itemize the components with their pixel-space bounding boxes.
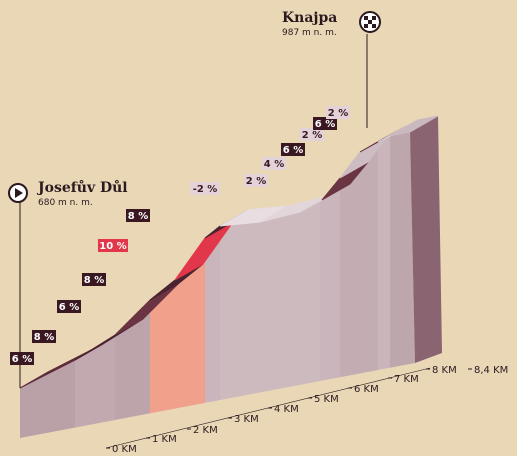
gradient-label: 6 % xyxy=(315,119,335,130)
gradient-label: 2 % xyxy=(302,130,322,141)
km-label: 8 KM xyxy=(432,365,457,376)
gradient-label: 6 % xyxy=(12,354,32,365)
gradient-label: 10 % xyxy=(99,241,126,252)
km-label: 2 KM xyxy=(193,425,218,436)
km-label: 7 KM xyxy=(394,374,419,385)
side-face xyxy=(410,116,442,363)
elevation-profile: Josefův Důl 680 m n. m. Knajpa 987 m n. … xyxy=(0,0,517,456)
gradient-label: 8 % xyxy=(84,275,104,286)
gradient-label: 2 % xyxy=(328,108,348,119)
km-label: 8,4 KM xyxy=(474,365,508,376)
gradient-label: 8 % xyxy=(128,211,148,222)
gradient-label: 6 % xyxy=(59,302,79,313)
finish-name: Knajpa xyxy=(282,10,337,26)
start-name: Josefův Důl xyxy=(36,179,128,196)
finish-icon xyxy=(360,12,380,32)
gradient-label: 4 % xyxy=(264,159,284,170)
gradient-label: 6 % xyxy=(283,145,303,156)
gradient-label: 2 % xyxy=(246,176,266,187)
gradient-label: 8 % xyxy=(34,332,54,343)
start-elevation: 680 m n. m. xyxy=(38,198,93,208)
finish-elevation: 987 m n. m. xyxy=(282,28,337,38)
gradient-label: -2 % xyxy=(193,184,218,195)
